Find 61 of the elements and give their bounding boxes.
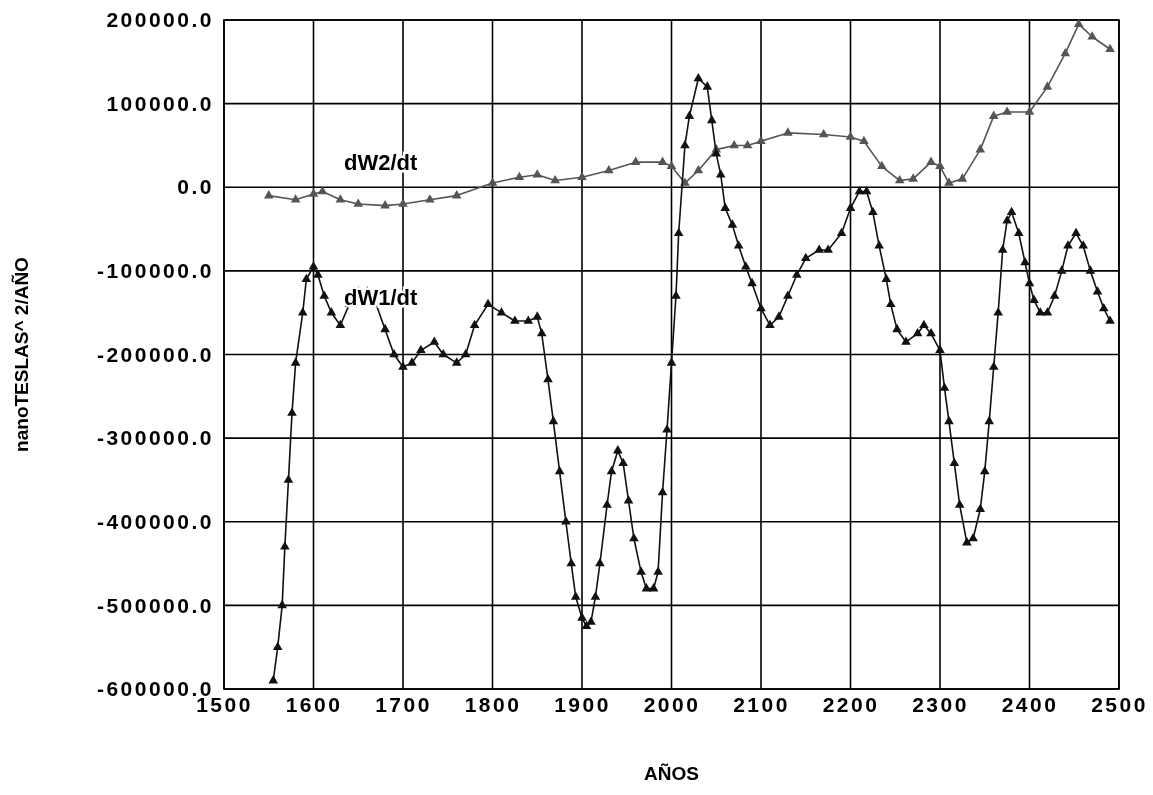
point [926,156,936,165]
point [666,160,677,170]
point [263,190,274,199]
x-tick-label: 2400 [1001,692,1059,716]
point [935,160,945,170]
x-tick-label: 1900 [554,692,611,716]
x-axis-title: AÑOS [644,763,699,784]
x-tick-label: 1600 [285,692,343,716]
x-tick-label: 2500 [1091,692,1148,716]
y-tick-label: -200000.0 [96,342,214,366]
point [451,190,462,199]
point [908,173,918,182]
point [1105,43,1115,53]
point [317,185,328,195]
x-tick-label: 2200 [822,692,880,716]
point [859,135,869,145]
y-tick-label: 100000.0 [106,91,214,115]
point [975,144,986,153]
point [1024,106,1035,115]
point [604,164,614,174]
y-tick-label: -400000.0 [96,509,214,533]
x-tick-label: 2100 [733,692,790,716]
y-tick-label: 200000.0 [106,8,214,32]
point [657,156,668,165]
point [742,139,753,149]
x-tick-label: 2300 [912,692,969,716]
point [1060,47,1071,57]
y-axis-title: nanoTESLAS^ 2/AÑO [11,257,32,452]
point [290,194,301,203]
point [425,194,435,203]
point [783,127,793,136]
point [1002,106,1012,115]
y-tick-label: 0.0 [177,175,214,199]
point [1042,81,1053,90]
point [487,177,498,186]
point [398,198,408,207]
y-tick-label: -500000.0 [96,593,214,617]
point [630,156,641,165]
point [514,171,525,180]
point [1087,31,1097,40]
x-tick-label: 1800 [464,692,522,716]
point [308,188,319,197]
point [877,160,887,170]
x-tick-label: 1700 [375,692,432,716]
point [988,110,999,119]
point [729,139,739,149]
point [845,131,856,140]
point [353,198,364,207]
point [944,177,954,186]
point [756,135,766,145]
point [693,164,704,174]
point [894,175,905,184]
point [957,173,968,182]
point [550,175,560,184]
y-tick-label: -100000.0 [96,259,214,283]
x-tick-label: 2000 [643,692,701,716]
point [577,171,587,180]
point [818,129,829,138]
point [1073,18,1084,27]
point [335,194,346,203]
y-tick-label: -300000.0 [96,426,214,450]
